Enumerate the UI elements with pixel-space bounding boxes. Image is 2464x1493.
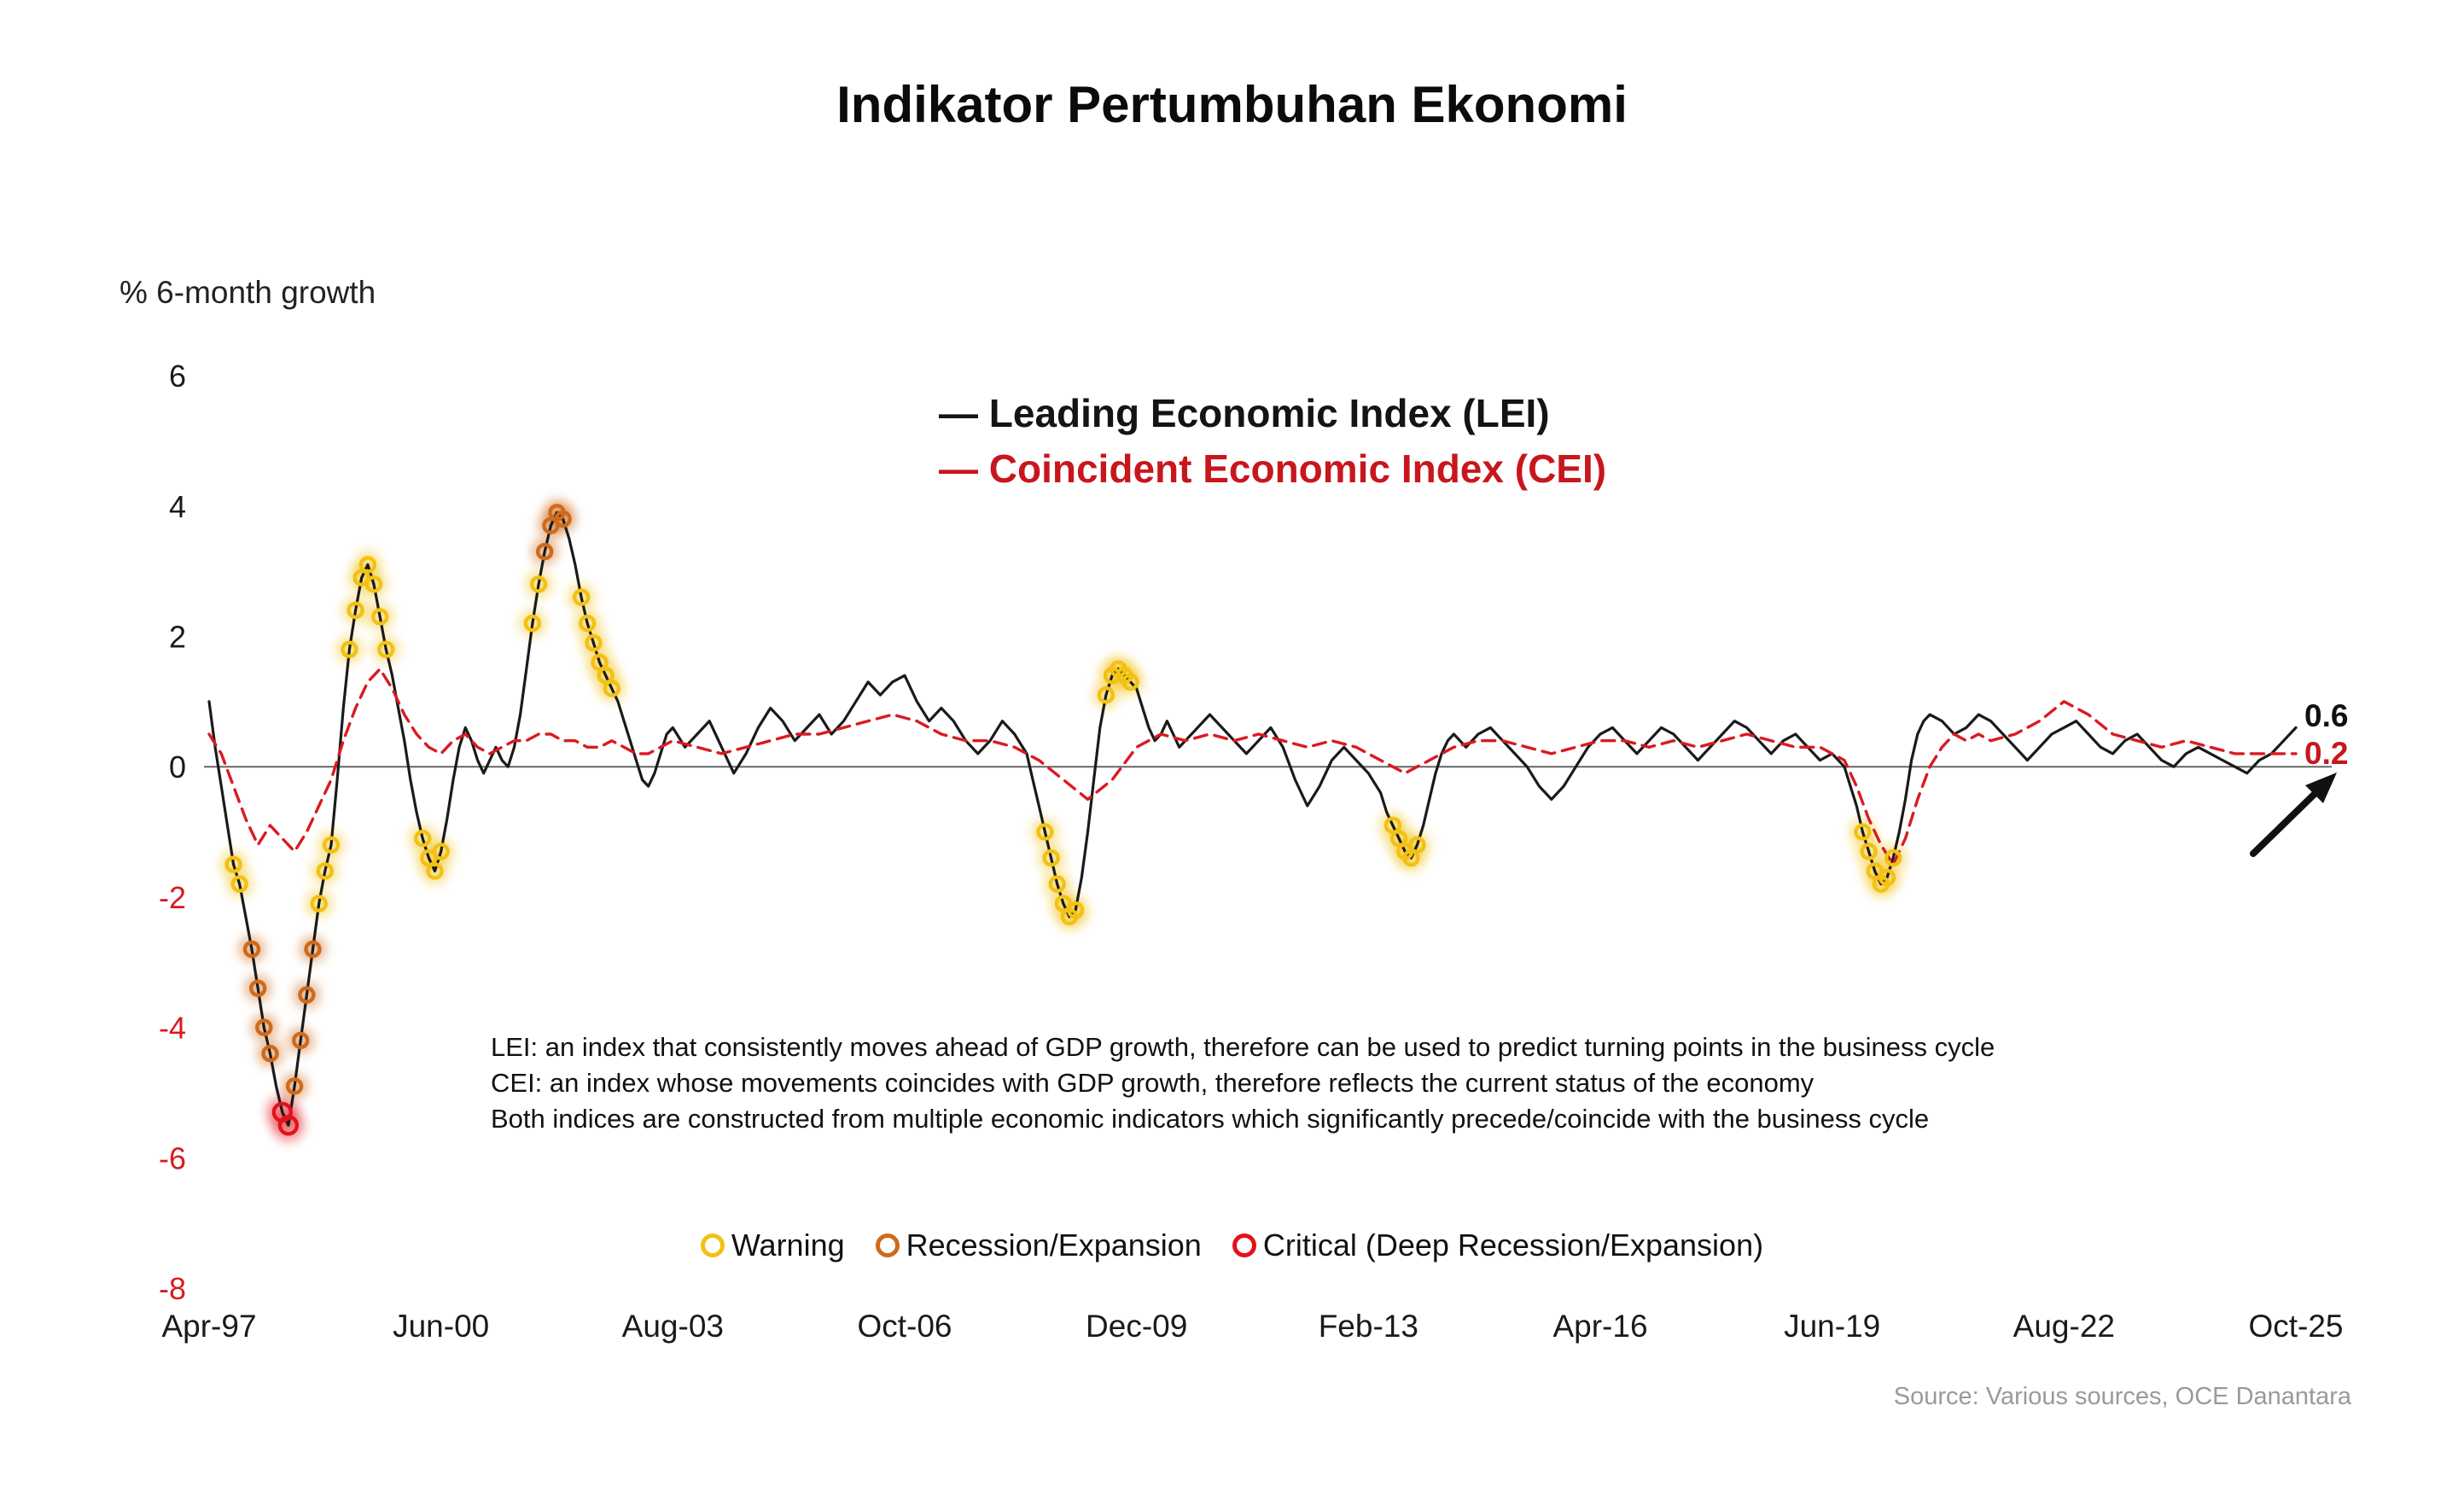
index-description: LEI: an index that consistently moves ah… (491, 1029, 1995, 1137)
recession-marker (554, 510, 572, 528)
x-tick-label: Oct-25 (2248, 1309, 2343, 1344)
y-tick-label: -2 (159, 880, 186, 915)
recession-marker (536, 543, 554, 561)
marker-legend: Warning Recession/Expansion Critical (Deep… (0, 1228, 2464, 1263)
x-tick-label: Apr-97 (161, 1309, 256, 1344)
warning-marker (1121, 673, 1139, 691)
y-axis-title: % 6-month growth (119, 275, 376, 310)
y-tick-label: -4 (159, 1011, 186, 1046)
x-tick-label: Jun-19 (1784, 1309, 1880, 1344)
y-tick-label: 2 (169, 619, 186, 654)
marker-ring-layer (224, 504, 1902, 1136)
warning-marker (1383, 816, 1402, 835)
recession-marker (298, 986, 316, 1004)
warning-marker (1884, 849, 1902, 867)
warning-marker (1036, 823, 1054, 841)
page-title: Indikator Pertumbuhan Ekonomi (836, 76, 1628, 133)
warning-marker (603, 679, 620, 697)
recession-marker (242, 940, 261, 959)
warning-marker (1097, 686, 1115, 704)
x-tick-label: Feb-13 (1319, 1309, 1418, 1344)
warning-marker (529, 575, 548, 593)
lei-end-value: 0.6 (2304, 698, 2349, 733)
x-tick-label: Apr-16 (1552, 1309, 1647, 1344)
x-tick-label: Oct-06 (857, 1309, 952, 1344)
recession-legend-ring-icon (875, 1233, 900, 1257)
y-tick-label: -8 (159, 1271, 186, 1306)
marker-legend-item-recession: Recession/Expansion (875, 1228, 1202, 1263)
warning-marker (591, 653, 609, 672)
cei-end-value: 0.2 (2304, 736, 2349, 771)
note-both: Both indices are constructed from multip… (491, 1104, 1930, 1134)
cei-line (207, 668, 2298, 866)
marker-legend-item-warning: Warning (700, 1228, 845, 1263)
critical-legend-label: Critical (Deep Recession/Expansion) (1262, 1228, 1764, 1263)
warning-marker (1408, 836, 1426, 854)
source-note: Source: Various sources, OCE Danantara (1893, 1383, 2351, 1410)
warning-marker (1854, 823, 1872, 841)
warning-marker (1860, 843, 1878, 860)
warning-marker (224, 855, 242, 873)
warning-marker (426, 862, 444, 880)
y-tick-label: 0 (169, 749, 186, 784)
x-tick-label: Aug-03 (622, 1309, 724, 1344)
critical-legend-ring-icon (1232, 1233, 1256, 1257)
warning-legend-label: Warning (731, 1228, 845, 1263)
x-tick-label: Dec-09 (1086, 1309, 1187, 1344)
warning-marker (358, 556, 377, 574)
warning-legend-ring-icon (700, 1233, 725, 1257)
warning-marker (432, 843, 450, 860)
warning-marker (1878, 868, 1896, 887)
trend-arrow-icon (2250, 773, 2337, 857)
recession-marker (304, 940, 322, 959)
recession-marker (249, 979, 267, 998)
warning-marker (230, 875, 248, 893)
recession-marker (255, 1018, 273, 1036)
note-lei: LEI: an index that consistently moves ah… (491, 1032, 1995, 1062)
y-tick-label: 4 (169, 489, 186, 524)
warning-marker (1066, 901, 1085, 919)
critical-marker (277, 1114, 300, 1136)
series-legend: — Leading Economic Index (LEI) — Coincid… (939, 386, 1606, 498)
recession-marker (292, 1031, 310, 1050)
legend-cei-label: — Coincident Economic Index (CEI) (939, 446, 1607, 492)
warning-marker (310, 895, 328, 913)
warning-marker (341, 640, 358, 658)
warning-marker (371, 608, 389, 626)
warning-marker (523, 615, 542, 633)
warning-marker (585, 633, 603, 652)
marker-legend-item-critical: Critical (Deep Recession/Expansion) (1232, 1228, 1763, 1263)
warning-marker (377, 640, 395, 658)
x-tick-label: Jun-00 (393, 1309, 489, 1344)
warning-marker (579, 615, 597, 633)
y-tick-label: -6 (159, 1140, 186, 1175)
warning-marker (1048, 875, 1066, 893)
warning-marker (364, 575, 383, 593)
note-cei: CEI: an index whose movements coincides … (491, 1068, 1815, 1098)
warning-marker (572, 588, 591, 606)
x-tick-label: Aug-22 (2013, 1309, 2115, 1344)
warning-marker (347, 601, 364, 620)
warning-marker (322, 836, 341, 854)
y-tick-label: 6 (169, 359, 186, 394)
legend-lei-label: — Leading Economic Index (LEI) (939, 391, 1550, 435)
warning-marker (414, 830, 432, 848)
recession-marker (261, 1044, 279, 1063)
recession-legend-label: Recession/Expansion (906, 1228, 1202, 1263)
warning-marker (1042, 849, 1060, 867)
warning-marker (316, 862, 334, 880)
recession-marker (285, 1077, 304, 1095)
